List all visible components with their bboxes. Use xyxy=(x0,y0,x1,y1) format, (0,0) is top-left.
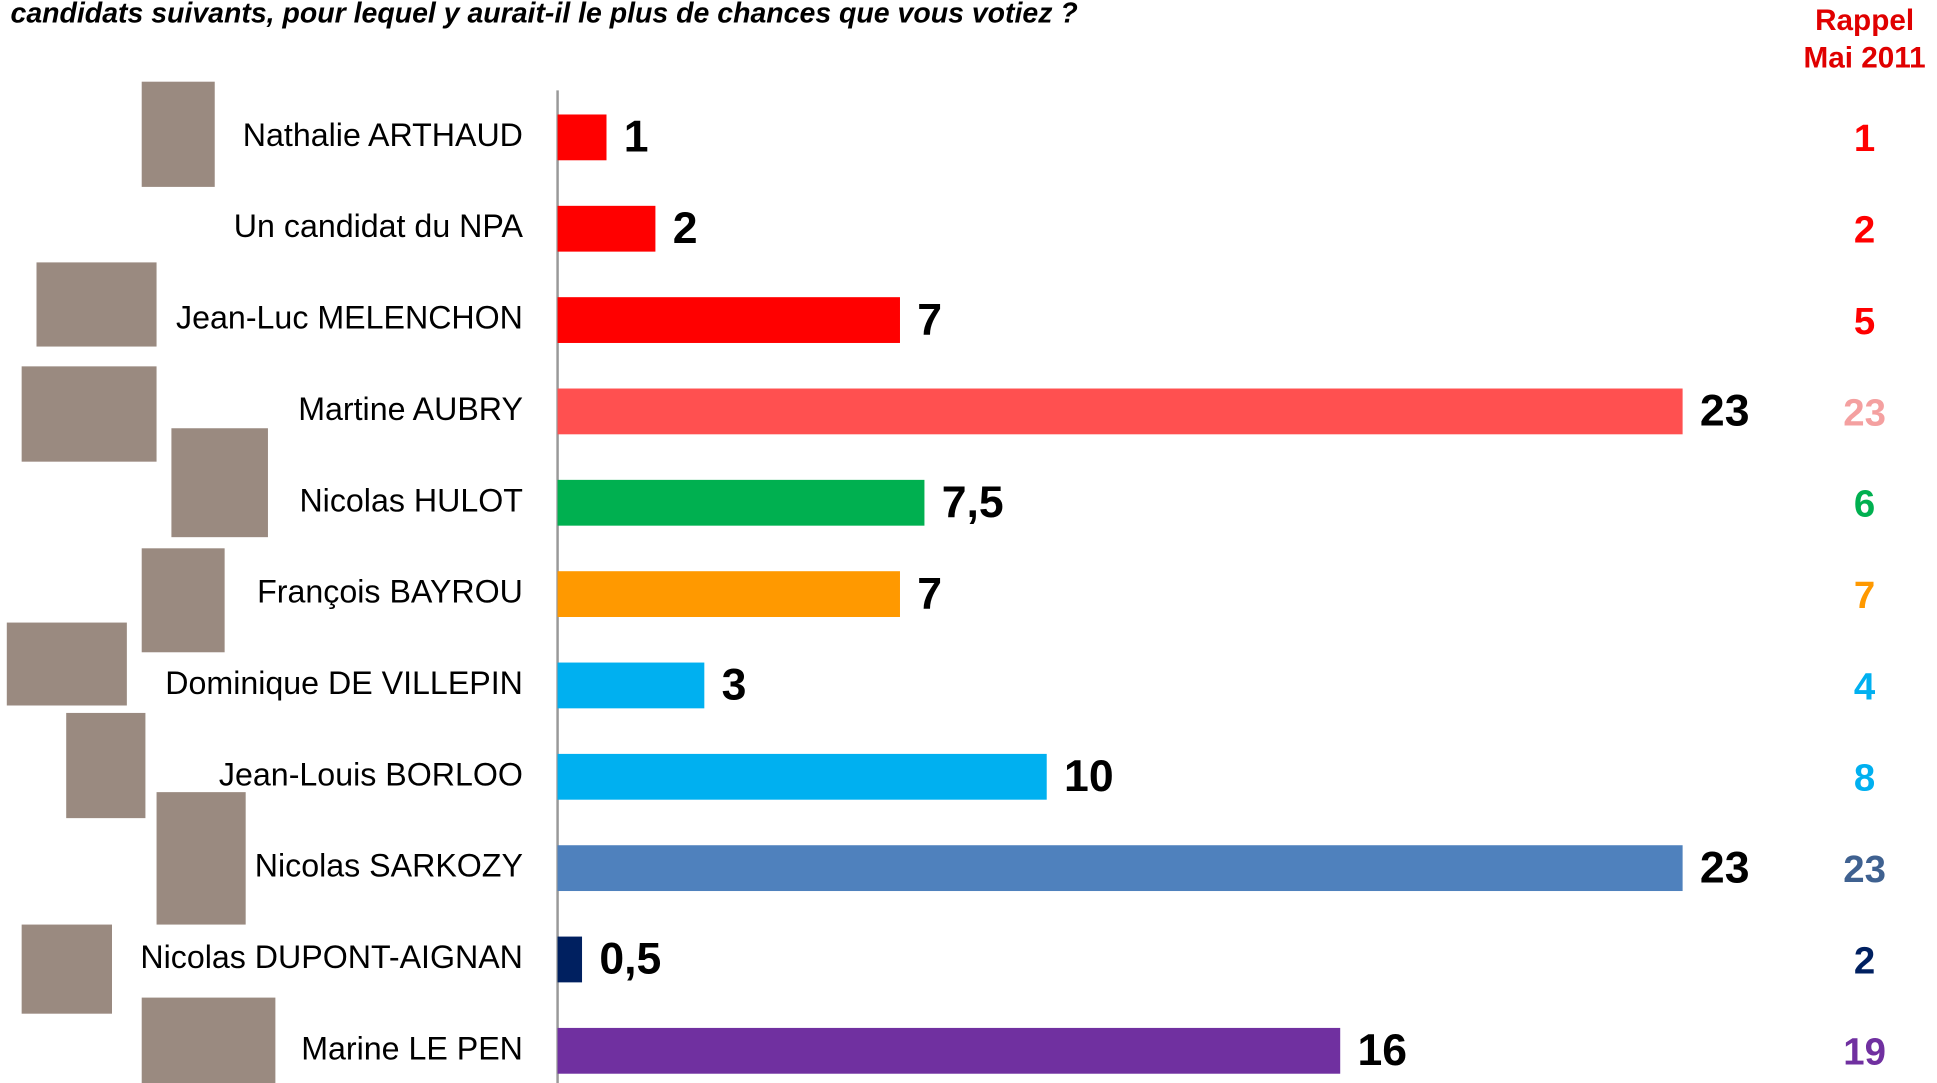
bar xyxy=(557,662,705,709)
value-label: 23 xyxy=(1700,387,1750,436)
bar xyxy=(557,479,925,526)
bar xyxy=(557,936,583,983)
photo xyxy=(156,792,246,925)
recall-value: 23 xyxy=(1843,848,1886,891)
photo xyxy=(36,262,157,347)
photo xyxy=(141,997,276,1083)
category-label: Jean-Louis BORLOO xyxy=(219,756,523,792)
value-label: 7,5 xyxy=(942,478,1004,527)
photo xyxy=(171,428,268,538)
photo xyxy=(6,622,127,706)
photo xyxy=(21,366,157,462)
value-label: 3 xyxy=(722,661,747,710)
bar xyxy=(557,205,656,252)
recall-value: 4 xyxy=(1854,665,1876,708)
value-label: 10 xyxy=(1064,752,1114,801)
recall-value: 6 xyxy=(1854,483,1875,526)
recall-value: 8 xyxy=(1854,757,1875,800)
photo xyxy=(66,712,146,819)
bar xyxy=(557,297,900,343)
recall-title: Mai 2011 xyxy=(1804,41,1926,74)
bar xyxy=(557,114,607,161)
recall-value: 2 xyxy=(1854,939,1875,982)
value-label: 0,5 xyxy=(599,935,661,984)
photo xyxy=(141,548,225,653)
photo xyxy=(21,924,113,1014)
category-label: Nicolas DUPONT-AIGNAN xyxy=(140,939,523,975)
chart-title: candidats suivants, pour lequel y aurait… xyxy=(11,0,1078,29)
category-label: Nicolas SARKOZY xyxy=(255,848,523,884)
recall-value: 1 xyxy=(1854,117,1875,160)
photo xyxy=(141,81,215,187)
recall-title: Rappel xyxy=(1815,4,1914,37)
category-label: Martine AUBRY xyxy=(298,391,523,427)
bar xyxy=(557,753,1047,800)
category-label: Marine LE PEN xyxy=(301,1030,523,1066)
bar xyxy=(557,388,1683,435)
bar xyxy=(557,1027,1341,1074)
category-label: Jean-Luc MELENCHON xyxy=(176,300,523,336)
value-label: 16 xyxy=(1358,1026,1408,1075)
recall-value: 23 xyxy=(1843,391,1886,434)
recall-value: 2 xyxy=(1854,209,1875,252)
value-label: 23 xyxy=(1700,843,1750,892)
bar xyxy=(557,571,900,618)
value-label: 7 xyxy=(917,569,942,618)
category-label: Dominique DE VILLEPIN xyxy=(165,665,523,701)
category-label: Nicolas HULOT xyxy=(299,482,522,518)
photos xyxy=(6,81,276,1083)
bar xyxy=(557,845,1683,892)
value-label: 7 xyxy=(917,295,942,344)
recall-value: 7 xyxy=(1854,574,1875,617)
category-label: Un candidat du NPA xyxy=(234,208,524,244)
recall-value: 19 xyxy=(1843,1031,1886,1074)
category-label: François BAYROU xyxy=(257,574,523,610)
recall-value: 5 xyxy=(1854,300,1875,343)
category-label: Nathalie ARTHAUD xyxy=(243,117,523,153)
value-label: 2 xyxy=(673,204,698,253)
value-label: 1 xyxy=(624,113,649,162)
